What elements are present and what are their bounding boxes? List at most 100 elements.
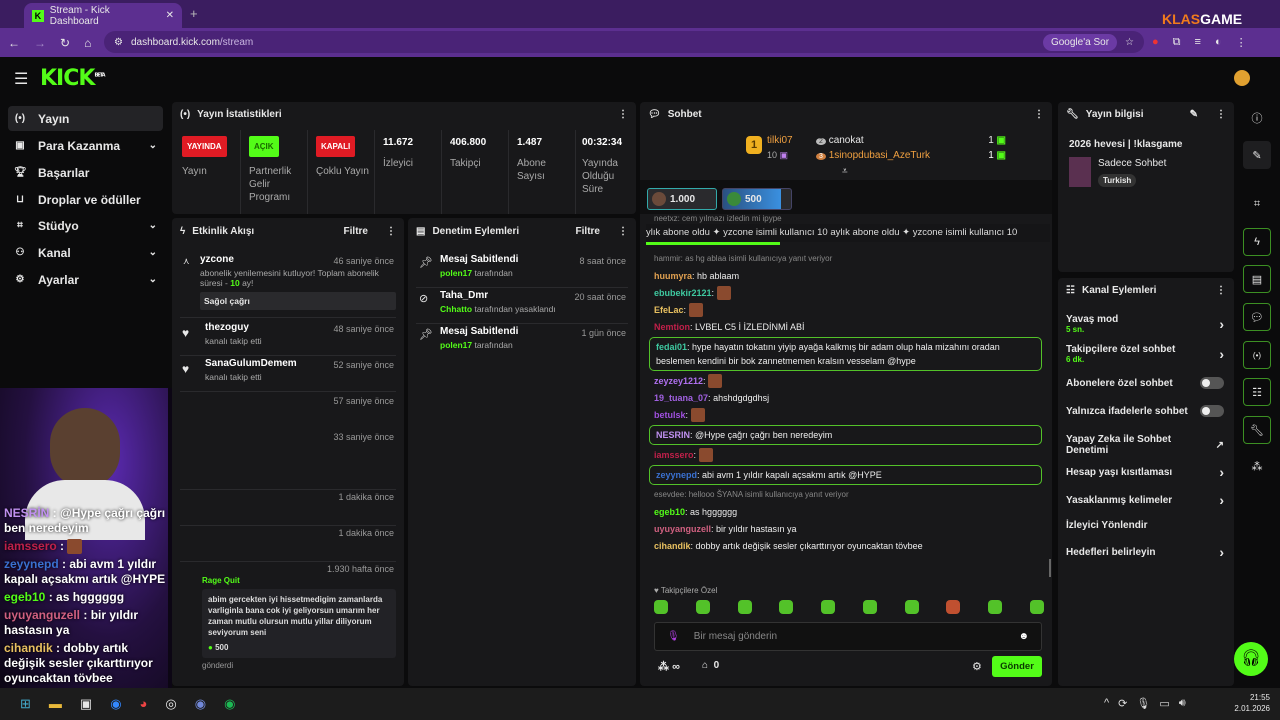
chat-settings-icon[interactable]: ⚙ xyxy=(972,661,982,673)
emote-button[interactable] xyxy=(779,600,794,614)
user-avatar[interactable] xyxy=(1234,70,1250,86)
emoji-icon[interactable]: ☻ xyxy=(1018,631,1029,642)
sync-icon[interactable]: ⟳ xyxy=(1118,698,1128,710)
chat-input[interactable]: 🎙︎ Bir mesaj gönderin ☻ xyxy=(654,622,1042,651)
chat-username[interactable]: EfeLac xyxy=(654,305,684,315)
hamburger-menu-icon[interactable]: ☰ xyxy=(14,71,29,88)
chat-username[interactable]: iamssero xyxy=(654,450,694,460)
microphone-icon[interactable]: 🎙︎ xyxy=(667,631,680,642)
file-explorer-icon[interactable]: ▬ xyxy=(48,696,62,711)
tray-expand-icon[interactable]: ^ xyxy=(1104,697,1110,709)
store-icon[interactable]: ▣ xyxy=(79,696,93,711)
filter-button[interactable]: Filtre xyxy=(575,225,600,237)
chat-username[interactable]: ebubekir2121 xyxy=(654,288,712,298)
chat-bubble-icon[interactable]: 💬︎ xyxy=(1243,303,1271,331)
action-account-age[interactable]: Hesap yaşı kısıtlaması › xyxy=(1066,464,1224,480)
browser-tab[interactable]: K Stream - Kick Dashboard ✕ xyxy=(24,3,182,28)
broadcast-icon[interactable]: (•) xyxy=(1243,341,1271,369)
volume-icon[interactable]: 🔊︎ xyxy=(1178,697,1186,709)
edit-icon[interactable]: ✎ xyxy=(1189,108,1198,120)
forward-icon[interactable]: → xyxy=(34,35,46,50)
browser-menu-icon[interactable]: ⋮ xyxy=(1235,37,1247,49)
goal-pill[interactable]: 500 xyxy=(722,188,792,210)
store-button[interactable]: ⌂ 0 xyxy=(702,660,720,671)
action-followers-only[interactable]: Takipçilere özel sohbet 6 dk. › xyxy=(1066,344,1224,364)
chat-username[interactable]: uyuyanguzell xyxy=(654,524,712,534)
steam-icon[interactable]: ◎ xyxy=(165,696,177,711)
spotify-icon[interactable]: ◉ xyxy=(224,696,236,711)
extensions-puzzle-icon[interactable]: ⧉ xyxy=(1172,36,1181,48)
address-bar[interactable]: ⚙ dashboard.kick.com/stream Google'a Sor ☆ xyxy=(104,31,1144,53)
emote-button[interactable] xyxy=(988,600,1003,614)
collapse-leaderboard-icon[interactable]: ⩡ xyxy=(842,166,848,177)
discord-icon[interactable]: ◉ xyxy=(194,696,207,711)
channel-actions-icon[interactable]: ☷ xyxy=(1243,378,1271,406)
filter-button[interactable]: Filtre xyxy=(343,225,368,237)
points-icon[interactable]: ⁂ xyxy=(1251,460,1263,473)
bookmark-star-icon[interactable]: ☆ xyxy=(1125,36,1134,48)
back-icon[interactable]: ← xyxy=(8,35,20,50)
sidebar-item-para-kazanma[interactable]: ▣ Para Kazanma ⌄ xyxy=(15,138,157,153)
chat-username[interactable]: 19_tuana_07 xyxy=(654,393,709,403)
more-options-icon[interactable]: ⋮ xyxy=(618,108,628,120)
support-headset-button[interactable]: 🎧︎ xyxy=(1234,642,1268,676)
chat-username[interactable]: zeyynepd xyxy=(656,470,698,480)
chat-scrollbar[interactable] xyxy=(1049,559,1051,577)
chat-username[interactable]: NESRIN xyxy=(656,430,691,440)
document-icon[interactable]: ▤ xyxy=(1243,265,1271,293)
chat-username[interactable]: betulsk xyxy=(654,410,686,420)
emote-button[interactable] xyxy=(654,600,668,614)
profile-avatar[interactable]: ◐ xyxy=(1214,36,1222,48)
microphone-icon[interactable]: 🎙︎ xyxy=(1136,698,1151,710)
sidebar-item-ayarlar[interactable]: ⚙ Ayarlar ⌄ xyxy=(15,272,157,287)
emote-button[interactable] xyxy=(695,600,710,614)
lightning-icon[interactable]: ϟ xyxy=(1243,228,1271,256)
emote-button[interactable] xyxy=(1029,600,1044,614)
screen-icon[interactable]: ⌗ xyxy=(1253,197,1261,210)
more-options-icon[interactable]: ⋮ xyxy=(1034,108,1044,120)
emote-button[interactable] xyxy=(946,600,961,614)
sidebar-item-yayin[interactable]: (•) Yayın xyxy=(8,106,163,131)
kick-logo[interactable]: KICKBETA xyxy=(40,66,106,91)
sidebar-item-basarilar[interactable]: 🏆︎ Başarılar xyxy=(14,165,90,180)
extension-icon[interactable]: ● xyxy=(1152,36,1159,48)
sidebar-item-kanal[interactable]: ⚇ Kanal ⌄ xyxy=(15,245,157,260)
action-banned-words[interactable]: Yasaklanmış kelimeler › xyxy=(1066,492,1224,508)
chat-username[interactable]: cihandik xyxy=(654,541,691,551)
emote-button[interactable] xyxy=(821,600,836,614)
more-options-icon[interactable]: ⋮ xyxy=(386,225,396,237)
home-icon[interactable]: ⌂ xyxy=(84,35,92,50)
edit-icon[interactable]: ✎ xyxy=(1243,141,1271,169)
more-options-icon[interactable]: ⋮ xyxy=(618,225,628,237)
close-tab-icon[interactable]: ✕ xyxy=(165,10,174,21)
send-button[interactable]: Gönder xyxy=(992,656,1042,677)
clock[interactable]: 21:55 2.01.2026 xyxy=(1234,693,1270,713)
reload-icon[interactable]: ↻ xyxy=(60,35,71,50)
more-options-icon[interactable]: ⋮ xyxy=(1216,108,1226,120)
site-info-icon[interactable]: ⚙ xyxy=(114,36,123,48)
new-tab-button[interactable]: + xyxy=(190,6,198,21)
more-options-icon[interactable]: ⋮ xyxy=(1216,284,1226,296)
emote-button[interactable] xyxy=(737,600,752,614)
google-ask-button[interactable]: Google'a Sor xyxy=(1042,33,1118,51)
sidebar-item-studyo[interactable]: ⌗ Stüdyo ⌄ xyxy=(8,213,163,238)
wrench-icon[interactable]: 🔧︎ xyxy=(1243,416,1271,444)
chat-username[interactable]: Nemtion xyxy=(654,322,690,332)
toggle[interactable] xyxy=(1200,377,1224,389)
action-ai-moderation[interactable]: Yapay Zeka ile Sohbet Denetimi ↗ xyxy=(1066,434,1224,456)
emote-button[interactable] xyxy=(904,600,919,614)
action-slow-mode[interactable]: Yavaş mod 5 sn. › xyxy=(1066,314,1224,334)
goal-pill[interactable]: 1.000 xyxy=(647,188,717,210)
chat-username[interactable]: egeb10 xyxy=(654,507,686,517)
action-raid[interactable]: İzleyici Yönlendir xyxy=(1066,520,1148,531)
action-goals[interactable]: Hedefleri belirleyin › xyxy=(1066,544,1224,560)
sidebar-item-droplar[interactable]: ⊔ Droplar ve ödüller xyxy=(8,187,163,212)
media-icon[interactable]: ≡ xyxy=(1194,36,1201,48)
chat-username[interactable]: huumyra xyxy=(654,271,693,281)
outlook-icon[interactable]: ◉ xyxy=(110,696,122,711)
chat-username[interactable]: fedai01 xyxy=(656,342,688,352)
chat-username[interactable]: zeyzey1212 xyxy=(654,376,704,386)
windows-start-icon[interactable]: ⊞ xyxy=(20,696,31,711)
info-icon[interactable]: ⓘ xyxy=(1251,113,1263,125)
toggle[interactable] xyxy=(1200,405,1224,417)
